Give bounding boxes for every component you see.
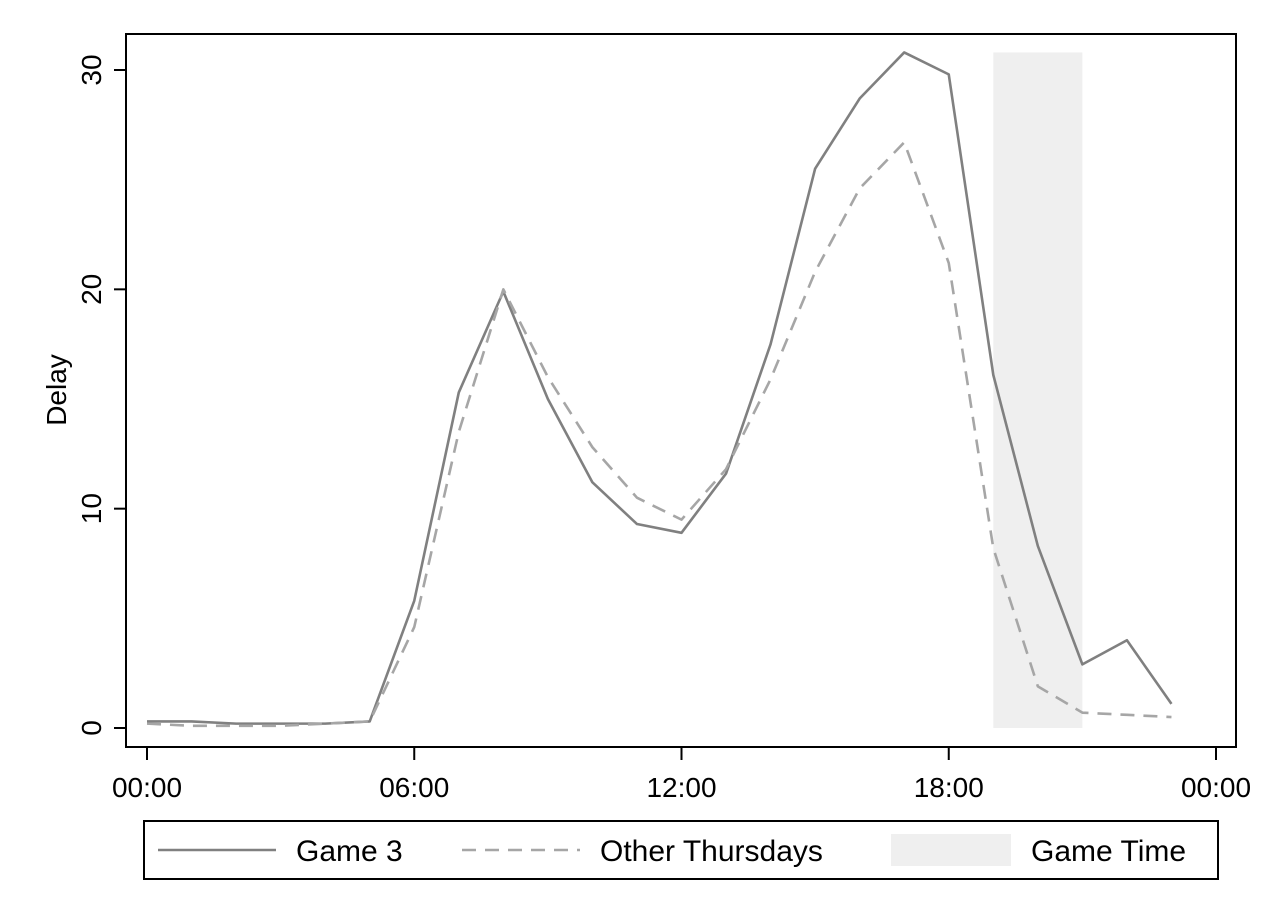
y-tick-label: 30 bbox=[76, 54, 107, 85]
x-tick-label: 00:00 bbox=[1181, 772, 1251, 803]
y-tick-label: 10 bbox=[76, 493, 107, 524]
game-time-region bbox=[993, 52, 1083, 729]
legend: Game 3 Other Thursdays Game Time bbox=[143, 820, 1219, 880]
legend-label-other-thursdays: Other Thursdays bbox=[600, 835, 823, 868]
x-tick-label: 12:00 bbox=[646, 772, 716, 803]
series-layer bbox=[146, 51, 1173, 728]
x-tick-label: 06:00 bbox=[379, 772, 449, 803]
axes-layer: 0 10 20 30 00:00 06:00 12:00 18:00 00:00 bbox=[76, 54, 1251, 803]
shaded-region-layer bbox=[993, 52, 1083, 729]
y-axis-label: Delay bbox=[41, 354, 72, 426]
y-tick-label: 0 bbox=[76, 720, 107, 736]
legend-swatch-game-time bbox=[891, 834, 1011, 866]
x-tick-label: 00:00 bbox=[112, 772, 182, 803]
y-tick-label: 20 bbox=[76, 274, 107, 305]
legend-label-game-3: Game 3 bbox=[296, 835, 403, 868]
series-line-other-thursdays bbox=[146, 141, 1172, 728]
legend-label-game-time: Game Time bbox=[1031, 835, 1186, 868]
x-tick-label: 18:00 bbox=[914, 772, 984, 803]
legend-frame bbox=[143, 820, 1219, 880]
